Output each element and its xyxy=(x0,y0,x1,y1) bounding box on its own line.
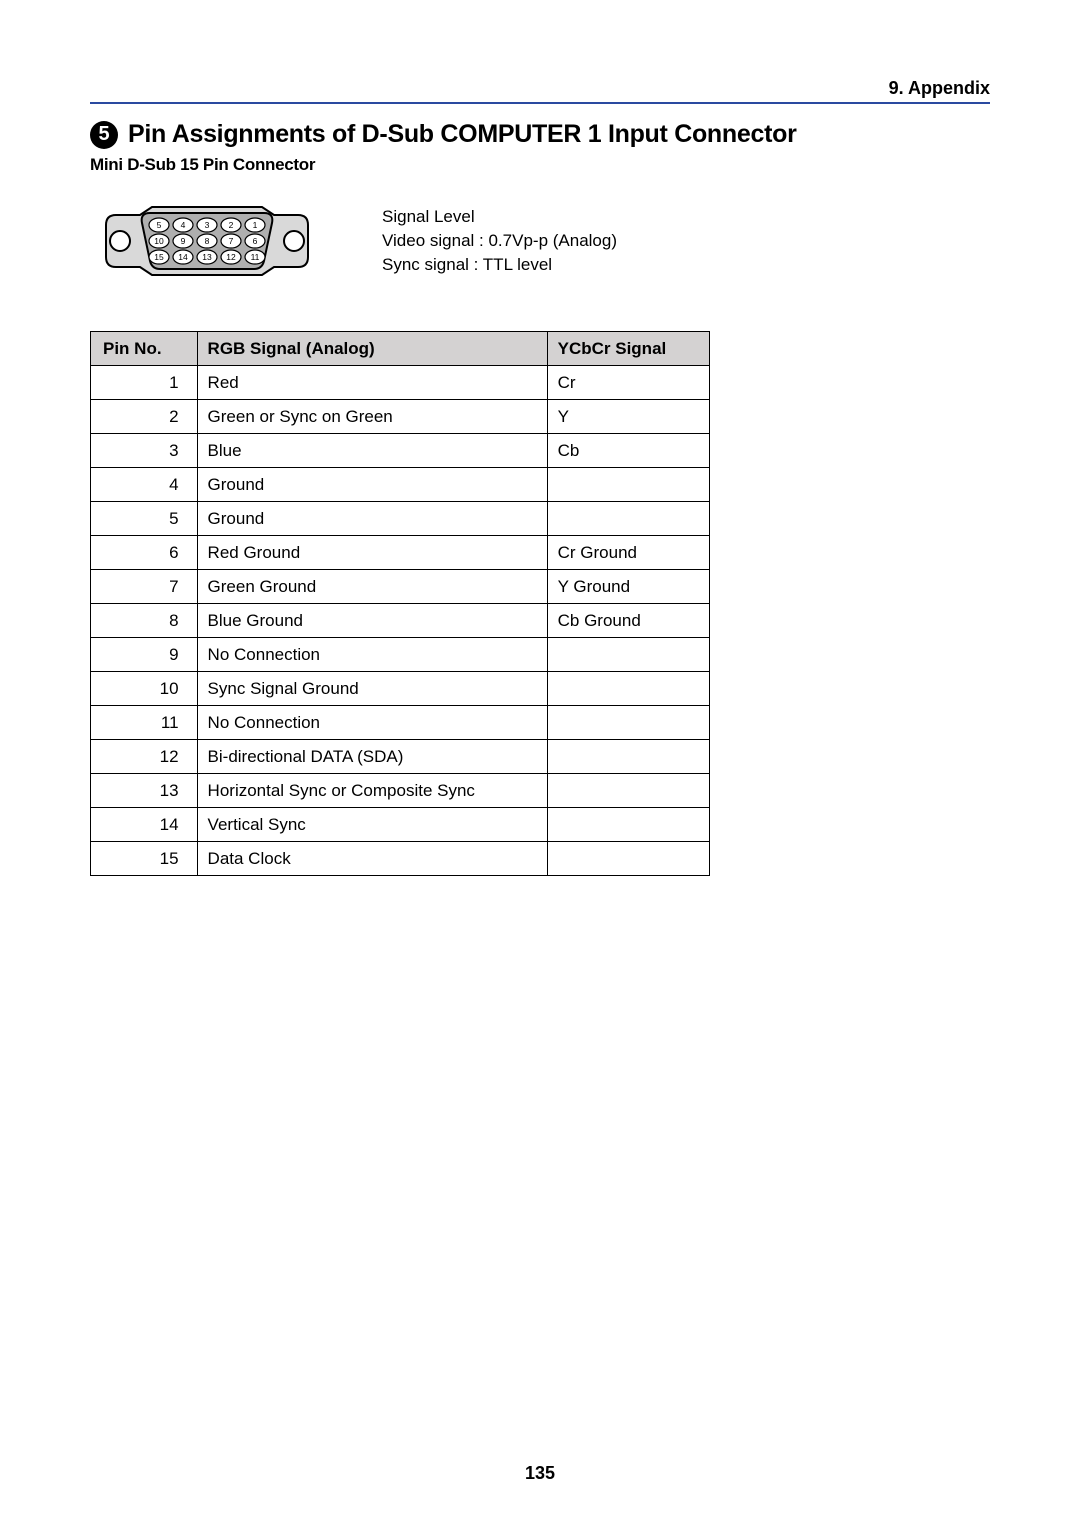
cell-rgb: Ground xyxy=(197,502,547,536)
signal-info: Signal Level Video signal : 0.7Vp-p (Ana… xyxy=(382,205,617,276)
cell-ycbcr xyxy=(547,706,709,740)
cell-rgb: Blue Ground xyxy=(197,604,547,638)
subtitle: Mini D-Sub 15 Pin Connector xyxy=(90,155,990,175)
cell-rgb: Ground xyxy=(197,468,547,502)
cell-ycbcr xyxy=(547,842,709,876)
table-row: 11No Connection xyxy=(91,706,710,740)
signal-line-2: Video signal : 0.7Vp-p (Analog) xyxy=(382,229,617,253)
cell-ycbcr xyxy=(547,740,709,774)
cell-rgb: Green Ground xyxy=(197,570,547,604)
cell-ycbcr xyxy=(547,468,709,502)
cell-rgb: No Connection xyxy=(197,638,547,672)
cell-ycbcr xyxy=(547,672,709,706)
cell-rgb: Vertical Sync xyxy=(197,808,547,842)
cell-rgb: Blue xyxy=(197,434,547,468)
col-header-rgb: RGB Signal (Analog) xyxy=(197,332,547,366)
svg-text:7: 7 xyxy=(229,236,234,246)
cell-pin: 13 xyxy=(91,774,198,808)
cell-pin: 4 xyxy=(91,468,198,502)
signal-line-3: Sync signal : TTL level xyxy=(382,253,617,277)
table-row: 6Red GroundCr Ground xyxy=(91,536,710,570)
svg-text:10: 10 xyxy=(154,236,164,246)
svg-text:8: 8 xyxy=(205,236,210,246)
dsub-connector-icon: 5 4 3 2 1 10 9 8 7 6 15 14 13 12 11 xyxy=(102,201,312,281)
cell-ycbcr: Cb xyxy=(547,434,709,468)
svg-text:2: 2 xyxy=(229,220,234,230)
cell-pin: 8 xyxy=(91,604,198,638)
svg-text:4: 4 xyxy=(181,220,186,230)
cell-rgb: Red xyxy=(197,366,547,400)
cell-ycbcr xyxy=(547,774,709,808)
cell-rgb: Horizontal Sync or Composite Sync xyxy=(197,774,547,808)
cell-ycbcr: Cr xyxy=(547,366,709,400)
page-title: 5 Pin Assignments of D-Sub COMPUTER 1 In… xyxy=(90,120,990,149)
cell-pin: 5 xyxy=(91,502,198,536)
svg-text:12: 12 xyxy=(226,252,236,262)
cell-rgb: Sync Signal Ground xyxy=(197,672,547,706)
col-header-pin: Pin No. xyxy=(91,332,198,366)
cell-pin: 3 xyxy=(91,434,198,468)
cell-ycbcr xyxy=(547,808,709,842)
cell-ycbcr xyxy=(547,638,709,672)
svg-text:15: 15 xyxy=(154,252,164,262)
table-row: 10Sync Signal Ground xyxy=(91,672,710,706)
cell-rgb: Green or Sync on Green xyxy=(197,400,547,434)
table-row: 9No Connection xyxy=(91,638,710,672)
cell-pin: 1 xyxy=(91,366,198,400)
svg-text:1: 1 xyxy=(253,220,258,230)
cell-pin: 12 xyxy=(91,740,198,774)
page-title-text: Pin Assignments of D-Sub COMPUTER 1 Inpu… xyxy=(128,120,797,149)
table-row: 15Data Clock xyxy=(91,842,710,876)
table-row: 4Ground xyxy=(91,468,710,502)
table-row: 3BlueCb xyxy=(91,434,710,468)
table-row: 13Horizontal Sync or Composite Sync xyxy=(91,774,710,808)
cell-pin: 9 xyxy=(91,638,198,672)
section-header: 9. Appendix xyxy=(90,78,990,104)
table-header-row: Pin No. RGB Signal (Analog) YCbCr Signal xyxy=(91,332,710,366)
cell-rgb: Red Ground xyxy=(197,536,547,570)
table-row: 5Ground xyxy=(91,502,710,536)
svg-text:11: 11 xyxy=(251,252,260,262)
cell-pin: 7 xyxy=(91,570,198,604)
page-number: 135 xyxy=(0,1463,1080,1484)
cell-pin: 10 xyxy=(91,672,198,706)
cell-pin: 6 xyxy=(91,536,198,570)
cell-ycbcr: Cr Ground xyxy=(547,536,709,570)
cell-ycbcr: Y Ground xyxy=(547,570,709,604)
cell-pin: 11 xyxy=(91,706,198,740)
cell-rgb: No Connection xyxy=(197,706,547,740)
pin-table-container: Pin No. RGB Signal (Analog) YCbCr Signal… xyxy=(90,331,990,876)
pin-table: Pin No. RGB Signal (Analog) YCbCr Signal… xyxy=(90,331,710,876)
cell-rgb: Bi-directional DATA (SDA) xyxy=(197,740,547,774)
cell-rgb: Data Clock xyxy=(197,842,547,876)
col-header-ycbcr: YCbCr Signal xyxy=(547,332,709,366)
cell-ycbcr xyxy=(547,502,709,536)
table-row: 12Bi-directional DATA (SDA) xyxy=(91,740,710,774)
svg-text:9: 9 xyxy=(181,236,186,246)
table-row: 14Vertical Sync xyxy=(91,808,710,842)
diagram-row: 5 4 3 2 1 10 9 8 7 6 15 14 13 12 11 Signal Level Video… xyxy=(90,201,990,281)
table-row: 8Blue GroundCb Ground xyxy=(91,604,710,638)
table-row: 7Green GroundY Ground xyxy=(91,570,710,604)
cell-ycbcr: Y xyxy=(547,400,709,434)
cell-ycbcr: Cb Ground xyxy=(547,604,709,638)
cell-pin: 2 xyxy=(91,400,198,434)
table-row: 2Green or Sync on GreenY xyxy=(91,400,710,434)
svg-text:13: 13 xyxy=(202,252,212,262)
svg-text:14: 14 xyxy=(178,252,188,262)
cell-pin: 14 xyxy=(91,808,198,842)
signal-line-1: Signal Level xyxy=(382,205,617,229)
cell-pin: 15 xyxy=(91,842,198,876)
svg-text:3: 3 xyxy=(205,220,210,230)
svg-text:6: 6 xyxy=(253,236,258,246)
svg-text:5: 5 xyxy=(157,220,162,230)
table-row: 1RedCr xyxy=(91,366,710,400)
section-number-badge: 5 xyxy=(90,121,118,149)
